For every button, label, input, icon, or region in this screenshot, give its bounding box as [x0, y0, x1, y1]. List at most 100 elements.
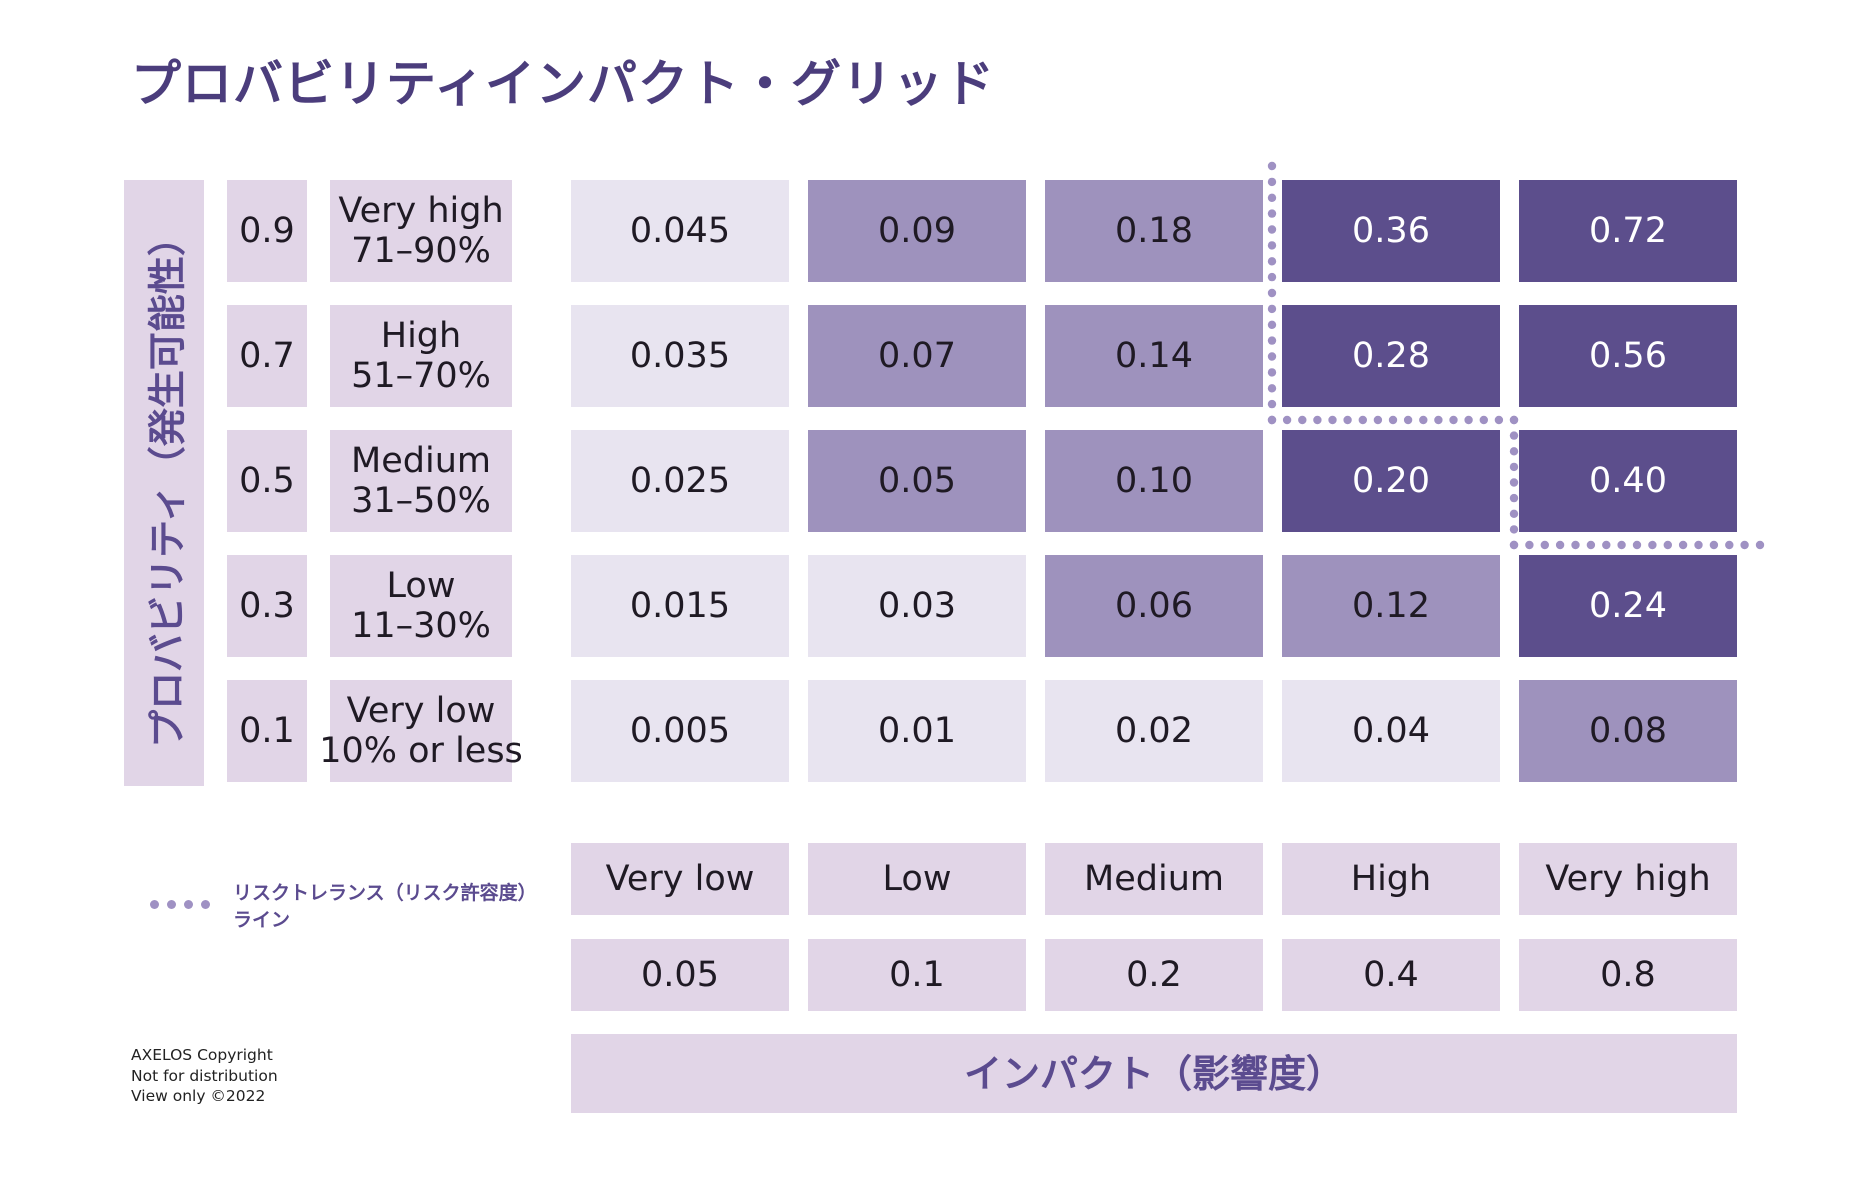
tolerance-dot — [1725, 540, 1734, 550]
probability-value: 0.1 — [227, 680, 307, 782]
tolerance-dot — [1419, 415, 1428, 425]
tolerance-dot — [1343, 415, 1352, 425]
tolerance-dot — [1709, 540, 1719, 550]
grid-cell: 0.02 — [1045, 680, 1263, 782]
legend-label-line1: リスクトレランス（リスク許容度） — [233, 882, 537, 904]
tolerance-dot — [1602, 540, 1611, 550]
grid-cell: 0.24 — [1519, 555, 1737, 657]
tolerance-dot — [1388, 415, 1398, 425]
tolerance-dot — [1267, 384, 1277, 393]
probability-label: Low 11–30% — [330, 555, 512, 657]
grid-cell: 0.36 — [1282, 180, 1500, 282]
grid-cell: 0.12 — [1282, 555, 1500, 657]
tolerance-dot — [1509, 525, 1519, 534]
grid-cell: 0.07 — [808, 305, 1026, 407]
probability-label-line2: 71–90% — [351, 231, 491, 271]
tolerance-dot — [1509, 478, 1519, 487]
grid-cell: 0.10 — [1045, 430, 1263, 532]
tolerance-dot — [1298, 415, 1307, 425]
impact-label: Very high — [1519, 843, 1737, 915]
x-axis-label: インパクト（影響度） — [571, 1034, 1737, 1113]
tolerance-dot — [1540, 540, 1550, 550]
tolerance-dot — [1267, 209, 1277, 218]
tolerance-dot — [1267, 415, 1277, 425]
tolerance-dot — [1755, 540, 1765, 550]
grid-cell: 0.045 — [571, 180, 789, 282]
tolerance-dot — [1267, 399, 1277, 409]
tolerance-dot — [1267, 257, 1277, 266]
probability-label-line1: Low — [386, 566, 456, 606]
risk-tolerance-dots — [1267, 161, 1765, 550]
probability-label-line2: 31–50% — [351, 481, 491, 521]
copyright-notice: AXELOS Copyright Not for distribution Vi… — [131, 1045, 278, 1107]
tolerance-dot — [1678, 540, 1688, 550]
tolerance-dot — [1267, 225, 1277, 234]
tolerance-dot — [1449, 415, 1458, 425]
tolerance-dot — [1525, 540, 1534, 550]
tolerance-dot — [1313, 415, 1322, 425]
impact-value: 0.1 — [808, 939, 1026, 1011]
legend-dots-icon — [150, 900, 210, 909]
grid-cell: 0.005 — [571, 680, 789, 782]
tolerance-dot — [1267, 241, 1277, 250]
grid-cell: 0.025 — [571, 430, 789, 532]
probability-label-line2: 11–30% — [351, 606, 491, 646]
tolerance-dot — [1509, 415, 1519, 425]
tolerance-dot — [1571, 540, 1580, 550]
tolerance-dot — [1358, 415, 1368, 425]
grid-cell: 0.72 — [1519, 180, 1737, 282]
tolerance-dot — [1373, 415, 1383, 425]
tolerance-dot — [1494, 415, 1504, 425]
grid-cell: 0.03 — [808, 555, 1026, 657]
tolerance-dot — [1267, 177, 1277, 187]
tolerance-dot — [1586, 540, 1596, 550]
tolerance-dot — [1403, 415, 1413, 425]
probability-value: 0.7 — [227, 305, 307, 407]
tolerance-dot — [1267, 368, 1277, 377]
probability-label-line2: 51–70% — [351, 356, 491, 396]
probability-label-line1: High — [380, 316, 462, 356]
probability-label-line1: Very high — [338, 191, 504, 231]
probability-label-line2: 10% or less — [319, 731, 523, 771]
page-title: プロバビリティインパクト・グリッド — [131, 55, 995, 113]
tolerance-dot — [1555, 540, 1565, 550]
probability-label: High 51–70% — [330, 305, 512, 407]
grid-cell: 0.015 — [571, 555, 789, 657]
probability-label: Very high 71–90% — [330, 180, 512, 282]
probability-label: Very low 10% or less — [319, 680, 523, 782]
tolerance-dot — [1267, 288, 1277, 298]
y-axis-label-box: プロバビリティ（発生可能性） — [124, 180, 204, 786]
tolerance-dot — [1663, 540, 1673, 550]
tolerance-dot — [1267, 304, 1277, 314]
tolerance-dot — [1509, 462, 1519, 472]
grid-cell: 0.20 — [1282, 430, 1500, 532]
grid-cell: 0.04 — [1282, 680, 1500, 782]
tolerance-dot — [1509, 540, 1519, 550]
tolerance-dot — [1648, 540, 1657, 550]
tolerance-dot — [1509, 447, 1519, 456]
grid-cell: 0.40 — [1519, 430, 1737, 532]
impact-value: 0.05 — [571, 939, 789, 1011]
probability-value: 0.5 — [227, 430, 307, 532]
legend-label: リスクトレランス（リスク許容度） ライン — [233, 880, 537, 934]
tolerance-dot — [1464, 415, 1473, 425]
impact-value: 0.8 — [1519, 939, 1737, 1011]
impact-value: 0.4 — [1282, 939, 1500, 1011]
tolerance-dot — [1282, 415, 1292, 425]
copyright-line3: View only ©2022 — [131, 1087, 266, 1105]
tolerance-dot — [1267, 352, 1277, 361]
probability-label-line1: Medium — [351, 441, 491, 481]
copyright-line1: AXELOS Copyright — [131, 1046, 273, 1064]
tolerance-dot — [1267, 272, 1277, 282]
tolerance-dot — [1509, 431, 1519, 440]
tolerance-dot — [1509, 493, 1519, 503]
grid-cell: 0.56 — [1519, 305, 1737, 407]
probability-label: Medium 31–50% — [330, 430, 512, 532]
tolerance-dot — [1632, 540, 1642, 550]
probability-label-line1: Very low — [346, 691, 496, 731]
legend-label-line2: ライン — [233, 909, 291, 931]
impact-value: 0.2 — [1045, 939, 1263, 1011]
grid-cell: 0.09 — [808, 180, 1026, 282]
tolerance-dot — [1267, 161, 1277, 171]
